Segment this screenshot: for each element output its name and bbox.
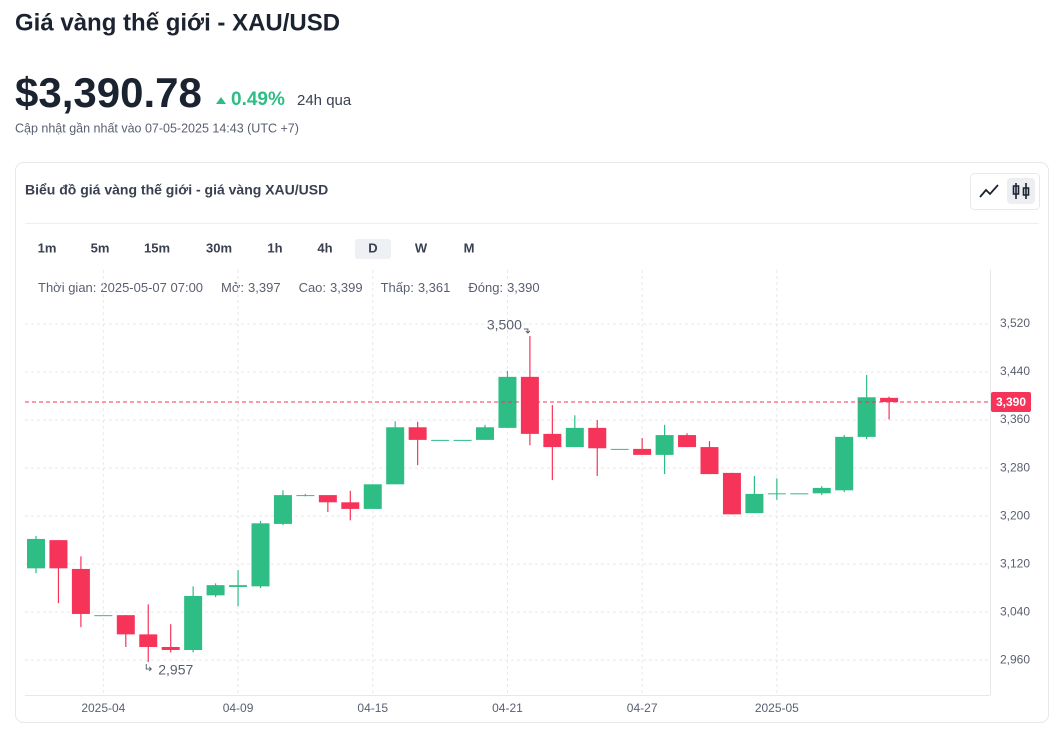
- change-period: 24h qua: [297, 92, 352, 109]
- candle-body: [296, 495, 315, 497]
- info-label: Thấp:: [381, 280, 414, 295]
- timeframes: 1m 5m 15m 30m 1h 4h D W M: [38, 239, 475, 259]
- candle-body: [700, 447, 719, 475]
- candle-body: [206, 585, 225, 596]
- candle-body: [184, 595, 203, 650]
- candle-body: [49, 540, 68, 569]
- last-price-box: [991, 392, 1031, 413]
- candle-chart-button[interactable]: [1007, 178, 1035, 204]
- candle-body: [273, 495, 292, 524]
- candle-body: [251, 523, 270, 587]
- last-price-label: 3,390: [996, 395, 1026, 409]
- candle-body: [139, 634, 158, 647]
- price-change: 0.49%: [231, 89, 285, 110]
- min-label: 2,957: [158, 662, 193, 678]
- candle-body: [341, 502, 360, 509]
- updated-time: Cập nhật gần nhất vào 07-05-2025 14:43 (…: [15, 121, 299, 135]
- x-tick-label: 04-21: [492, 701, 523, 715]
- candle-body: [790, 493, 809, 495]
- page-title: Giá vàng thế giới - XAU/USD: [15, 9, 340, 36]
- candle-body: [116, 615, 135, 635]
- candle-body: [71, 568, 90, 614]
- candle-body: [857, 397, 876, 437]
- candle-body: [431, 439, 450, 441]
- candle-body: [835, 436, 854, 491]
- y-tick-label: 3,040: [1000, 604, 1030, 618]
- candle-body: [543, 433, 562, 448]
- timeframe-button[interactable]: 1m: [38, 240, 57, 255]
- info-value: 3,399: [330, 280, 363, 295]
- timeframe-button[interactable]: M: [464, 240, 475, 255]
- candle-body: [588, 427, 607, 449]
- info-label: Mở:: [221, 280, 244, 295]
- x-tick-label: 2025-05: [755, 701, 799, 715]
- candle-body: [678, 435, 697, 448]
- candle-body: [386, 427, 405, 485]
- info-label: Đóng:: [468, 280, 503, 295]
- price: $3,390.78: [15, 69, 202, 116]
- y-tick-label: 3,440: [1000, 364, 1030, 378]
- x-tick-label: 04-09: [223, 701, 254, 715]
- x-tick-label: 04-27: [627, 701, 658, 715]
- candle-body: [476, 427, 494, 440]
- candle-body: [745, 493, 764, 514]
- candle-body: [722, 472, 741, 515]
- candle-body: [880, 397, 899, 403]
- card-title: Biểu đồ giá vàng thế giới - giá vàng XAU…: [25, 182, 328, 198]
- timeframe-button[interactable]: W: [415, 240, 428, 255]
- candle-body: [363, 484, 382, 509]
- candle-body: [318, 495, 337, 503]
- candle-body: [767, 493, 786, 495]
- line-chart-button[interactable]: [979, 184, 999, 198]
- candle-body: [812, 487, 831, 494]
- y-tick-label: 3,520: [1000, 316, 1030, 330]
- candle-body: [453, 439, 472, 441]
- timeframe-button[interactable]: 5m: [91, 240, 110, 255]
- chart-card: [15, 162, 1049, 723]
- candle-body: [229, 585, 248, 587]
- info-label: Thời gian:: [38, 280, 96, 295]
- y-tick-label: 3,280: [1000, 460, 1030, 474]
- info-value: 3,397: [248, 280, 281, 295]
- y-tick-label: 2,960: [1000, 652, 1030, 666]
- candle-body: [408, 427, 427, 440]
- info-value: 3,361: [418, 280, 451, 295]
- timeframe-button[interactable]: D: [368, 240, 377, 255]
- ohlc-info: Thời gian: 2025-05-07 07:00 Mở: 3,397 Cao: 3,…: [38, 280, 540, 295]
- timeframe-button[interactable]: 4h: [317, 240, 332, 255]
- min-arrow: [145, 663, 152, 672]
- x-tick-label: 04-15: [357, 701, 388, 715]
- candle-body: [94, 615, 113, 617]
- timeframe-button[interactable]: 15m: [144, 240, 170, 255]
- max-label: 3,500: [487, 317, 522, 333]
- candle-body: [520, 376, 539, 434]
- candle-body: [610, 448, 629, 450]
- y-tick-label: 3,360: [1000, 412, 1030, 426]
- candle-body: [161, 646, 180, 650]
- info-value: 3,390: [507, 280, 540, 295]
- max-arrow: [523, 328, 531, 334]
- info-value: 2025-05-07 07:00: [100, 280, 203, 295]
- timeframe-button[interactable]: 1h: [267, 240, 282, 255]
- candle-body: [498, 376, 517, 428]
- y-tick-label: 3,120: [1000, 556, 1030, 570]
- candle-icon: [1012, 183, 1030, 199]
- candle-body: [565, 427, 584, 448]
- candle-body: [27, 538, 45, 569]
- timeframe-selected-bg: [355, 239, 391, 259]
- y-tick-label: 3,200: [1000, 508, 1030, 522]
- timeframe-button[interactable]: 30m: [206, 240, 232, 255]
- x-tick-label: 2025-04: [81, 701, 125, 715]
- candle-body: [655, 435, 674, 455]
- info-label: Cao:: [299, 280, 326, 295]
- up-arrow: [216, 97, 226, 104]
- candle-body: [633, 448, 652, 455]
